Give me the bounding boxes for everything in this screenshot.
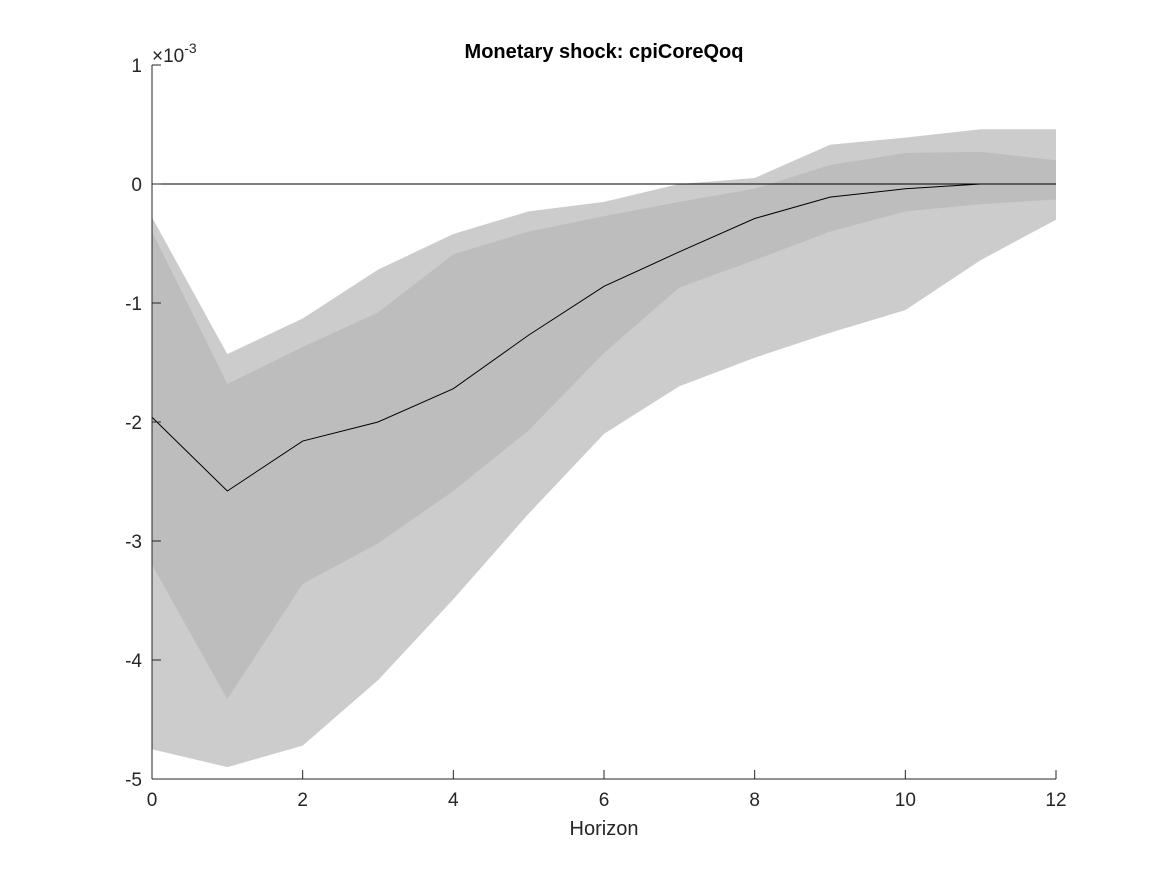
x-tick-label: 2 bbox=[297, 790, 308, 811]
x-ticks: 0 2 4 6 8 10 12 bbox=[147, 770, 1067, 811]
y-tick-label: -4 bbox=[125, 651, 142, 672]
series-line-1 bbox=[151, 183, 1056, 492]
series-lines bbox=[151, 183, 1056, 492]
y-tick-label: 0 bbox=[131, 175, 142, 196]
x-tick-label: 10 bbox=[895, 790, 916, 811]
confidence-bands bbox=[152, 129, 1056, 768]
y-exponent-power: -3 bbox=[184, 40, 197, 56]
x-tick-label: 6 bbox=[599, 790, 610, 811]
confidence-band-1 bbox=[152, 129, 1056, 768]
x-tick-label: 0 bbox=[147, 790, 158, 811]
chart-title: Monetary shock: cpiCoreQoq bbox=[465, 41, 744, 63]
x-tick-label: 12 bbox=[1045, 790, 1066, 811]
x-axis-label: Horizon bbox=[570, 818, 639, 840]
confidence-band-2 bbox=[152, 151, 1056, 700]
x-tick-label: 8 bbox=[749, 790, 760, 811]
y-tick-label: -1 bbox=[125, 294, 142, 315]
y-tick-label: -3 bbox=[125, 532, 142, 553]
y-tick-label: -5 bbox=[125, 770, 142, 791]
y-ticks: -5 -4 -3 -2 -1 0 1 bbox=[125, 56, 161, 791]
y-exponent-base: ×10 bbox=[152, 46, 184, 67]
x-tick-label: 4 bbox=[448, 790, 459, 811]
y-tick-label: 1 bbox=[131, 56, 142, 77]
y-exponent-label: ×10-3 bbox=[152, 40, 197, 67]
y-tick-label: -2 bbox=[125, 413, 142, 434]
